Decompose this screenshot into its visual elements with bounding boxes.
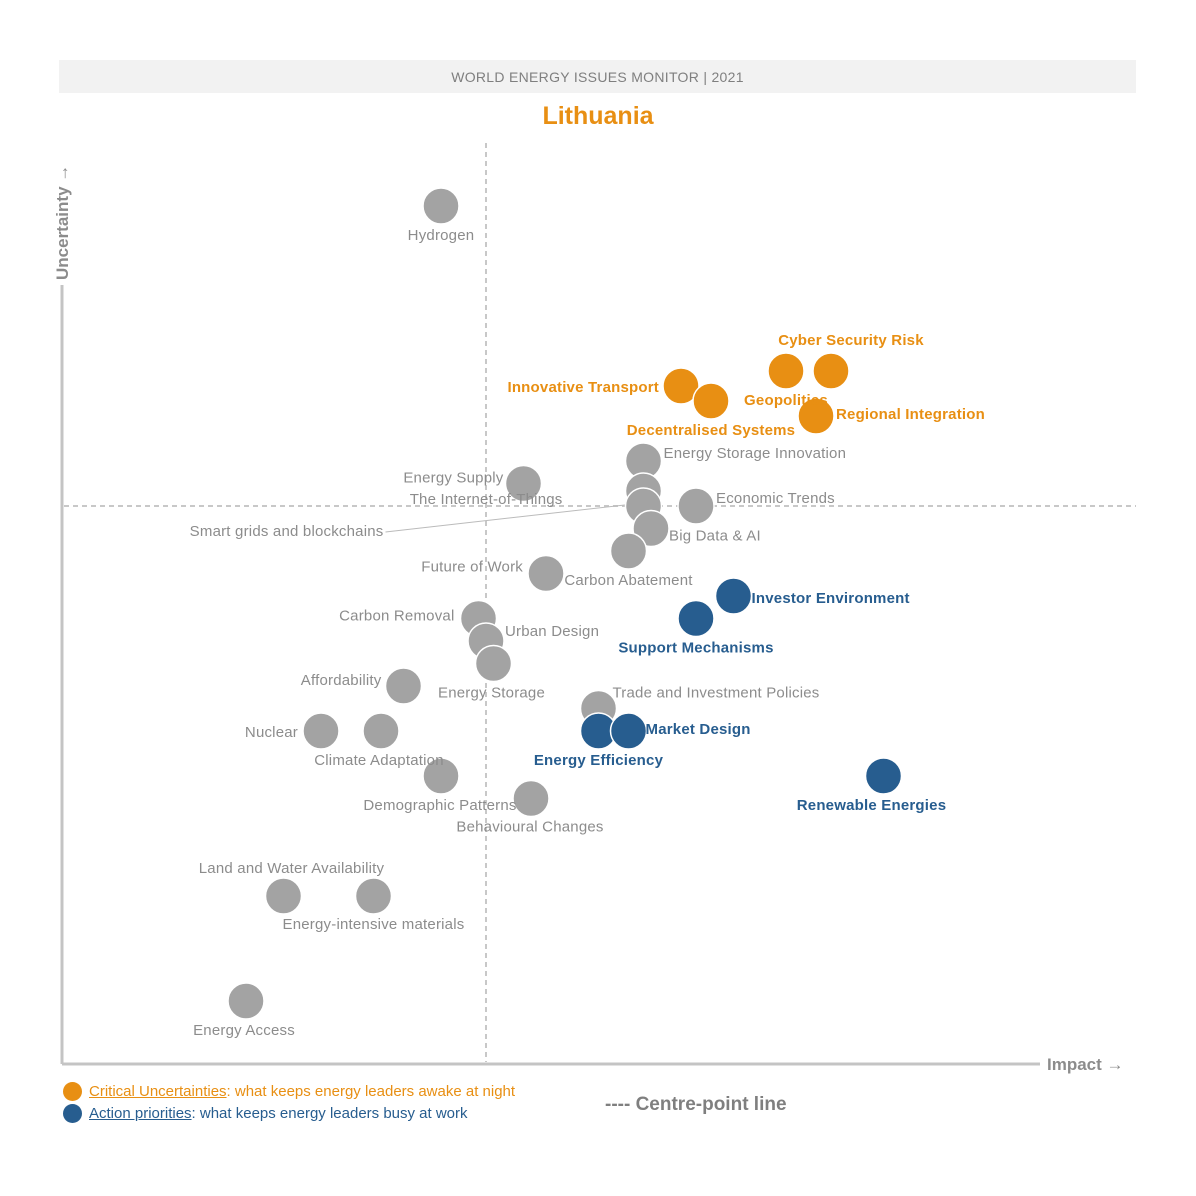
label-smart-grids-and-blockchains: Smart grids and blockchains <box>190 523 384 540</box>
label-decentralised-systems: Decentralised Systems <box>627 422 795 439</box>
point-nuclear <box>302 712 340 750</box>
label-energy-storage-innovation: Energy Storage Innovation <box>664 445 847 462</box>
label-innovative-transport: Innovative Transport <box>507 379 659 396</box>
point-regional-integration <box>797 397 835 435</box>
label-demographic-patterns: Demographic Patterns <box>363 797 516 814</box>
point-affordability <box>384 667 423 705</box>
point-support-mechanisms <box>677 599 715 638</box>
critical-legend-key: Critical Uncertainties <box>89 1083 227 1100</box>
label-energy-storage: Energy Storage <box>438 685 545 702</box>
action-legend-dot <box>63 1104 82 1123</box>
data-labels: Hydrogen Cyber Security Risk Geopolitics In… <box>190 227 985 1039</box>
point-climate-adaptation <box>362 712 400 750</box>
label-land-and-water-availability: Land and Water Availability <box>199 860 385 877</box>
point-investor-environment <box>714 577 753 615</box>
report-banner: WORLD ENERGY ISSUES MONITOR | 2021 <box>59 60 1136 93</box>
label-energy-efficiency: Energy Efficiency <box>534 752 664 769</box>
point-market-design <box>609 712 648 750</box>
label-energy-supply: Energy Supply <box>403 470 503 487</box>
point-carbon-abatement <box>609 532 648 570</box>
country-title: Lithuania <box>542 102 654 130</box>
label-energy-intensive-materials: Energy-intensive materials <box>283 916 465 933</box>
action-legend-key: Action priorities <box>89 1105 192 1122</box>
leader-smart-grids <box>385 503 634 533</box>
label-hydrogen: Hydrogen <box>408 227 475 244</box>
point-cyber-security-risk <box>812 352 850 390</box>
label-geopolitics: Geopolitics <box>744 392 828 409</box>
critical-legend-desc: : what keeps energy leaders awake at nig… <box>226 1083 516 1100</box>
point-behavioural-changes <box>512 779 550 818</box>
point-energy-supply <box>504 464 543 503</box>
label-climate-adaptation: Climate Adaptation <box>314 752 444 769</box>
action-legend-desc: : what keeps energy leaders busy at work <box>191 1105 468 1122</box>
point-energy-access <box>227 982 265 1020</box>
point-decentralised-systems <box>692 382 730 420</box>
label-affordability: Affordability <box>301 672 382 689</box>
label-behavioural-changes: Behavioural Changes <box>456 819 603 836</box>
label-urban-design: Urban Design <box>505 623 599 640</box>
chart-axes: Uncertainty → Impact → <box>53 165 1124 1074</box>
point-energy-storage <box>474 644 513 683</box>
label-cyber-security-risk: Cyber Security Risk <box>778 332 924 349</box>
label-future-of-work: Future of Work <box>421 559 523 576</box>
point-innovative-transport <box>662 367 700 405</box>
point-renewable-energies <box>864 757 903 795</box>
point-geopolitics <box>767 352 805 390</box>
label-investor-environment: Investor Environment <box>752 590 910 607</box>
label-economic-trends: Economic Trends <box>716 490 835 507</box>
label-market-design: Market Design <box>646 721 751 738</box>
label-energy-access: Energy Access <box>193 1022 295 1039</box>
legend-critical: Critical Uncertainties : what keeps ener… <box>63 1082 515 1101</box>
point-land-and-water-availability <box>264 877 303 915</box>
label-carbon-abatement: Carbon Abatement <box>564 572 693 589</box>
label-support-mechanisms: Support Mechanisms <box>618 640 773 657</box>
label-nuclear: Nuclear <box>245 724 298 741</box>
point-energy-intensive-materials <box>354 877 393 915</box>
x-axis-label: Impact → <box>1047 1055 1124 1074</box>
label-regional-integration: Regional Integration <box>836 406 985 423</box>
label-trade-and-investment-policies: Trade and Investment Policies <box>613 685 820 702</box>
label-renewable-energies: Renewable Energies <box>797 797 947 814</box>
label-carbon-removal: Carbon Removal <box>339 608 454 625</box>
label-big-data-ai: Big Data & AI <box>669 528 761 545</box>
critical-legend-dot <box>63 1082 82 1101</box>
centre-line-legend: ---- Centre-point line <box>605 1094 787 1115</box>
centre-point-lines <box>64 143 1136 1062</box>
point-economic-trends <box>677 487 715 525</box>
point-big-data-ai <box>632 509 670 548</box>
label-the-internet-of-things: The Internet-of-Things <box>410 491 563 508</box>
legend-action: Action priorities : what keeps energy le… <box>63 1104 468 1123</box>
point-future-of-work <box>527 554 565 593</box>
point-demographic-patterns <box>422 757 460 795</box>
data-points <box>227 187 903 1020</box>
label-leader-lines <box>385 503 634 533</box>
y-axis-label: Uncertainty → <box>53 165 72 280</box>
point-hydrogen <box>422 187 460 225</box>
